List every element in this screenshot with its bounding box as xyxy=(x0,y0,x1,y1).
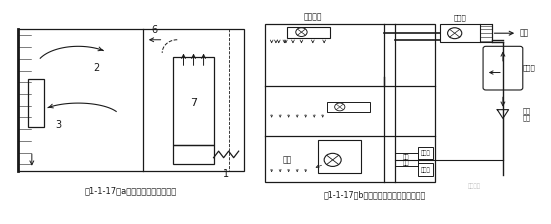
Text: 3: 3 xyxy=(56,120,62,130)
Text: 新风: 新风 xyxy=(520,29,529,38)
Bar xyxy=(287,27,330,38)
Text: 冷却塔: 冷却塔 xyxy=(523,65,536,71)
Text: 图1-1-17（a）独立的新风系统补给: 图1-1-17（a）独立的新风系统补给 xyxy=(85,186,177,195)
Bar xyxy=(18,29,244,171)
Text: 1: 1 xyxy=(223,169,229,179)
Bar xyxy=(174,57,214,145)
Text: 图1-1-17（b）风机盘管加新风系统示意图: 图1-1-17（b）风机盘管加新风系统示意图 xyxy=(324,190,426,199)
Text: 7: 7 xyxy=(190,98,197,108)
Bar xyxy=(318,140,361,173)
Text: 抽风机: 抽风机 xyxy=(454,15,467,21)
Text: 风机盘管: 风机盘管 xyxy=(304,12,322,21)
Text: 暖通奥设: 暖通奥设 xyxy=(468,183,481,189)
Bar xyxy=(440,24,491,42)
Bar xyxy=(327,102,370,112)
Bar xyxy=(418,163,434,176)
Text: 蒸发器: 蒸发器 xyxy=(421,167,431,172)
Text: 风柜: 风柜 xyxy=(283,155,292,164)
Bar xyxy=(174,145,214,164)
Bar xyxy=(28,79,45,127)
Text: 2: 2 xyxy=(93,63,100,73)
Bar xyxy=(395,153,418,166)
Text: 冷却
水泵: 冷却 水泵 xyxy=(523,107,531,121)
Text: 冷却
水泵: 冷却 水泵 xyxy=(403,154,410,166)
Bar xyxy=(143,29,229,171)
Bar xyxy=(418,147,434,159)
Bar xyxy=(264,24,435,182)
Text: 冷凝器: 冷凝器 xyxy=(421,150,431,156)
Text: 6: 6 xyxy=(152,25,158,35)
